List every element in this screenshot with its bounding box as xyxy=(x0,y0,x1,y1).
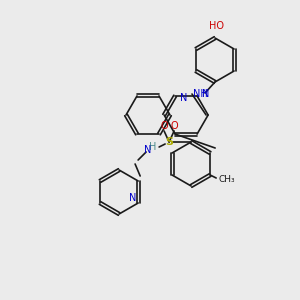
Text: O: O xyxy=(160,121,168,131)
Text: N: N xyxy=(180,93,188,103)
Text: NH: NH xyxy=(193,89,207,99)
Text: H: H xyxy=(149,142,157,152)
Text: HO: HO xyxy=(209,21,224,31)
Text: O: O xyxy=(170,121,178,131)
Text: N: N xyxy=(144,145,152,155)
Text: CH₃: CH₃ xyxy=(218,175,235,184)
Text: N: N xyxy=(202,89,209,99)
Text: S: S xyxy=(165,137,173,147)
Text: N: N xyxy=(130,193,137,203)
